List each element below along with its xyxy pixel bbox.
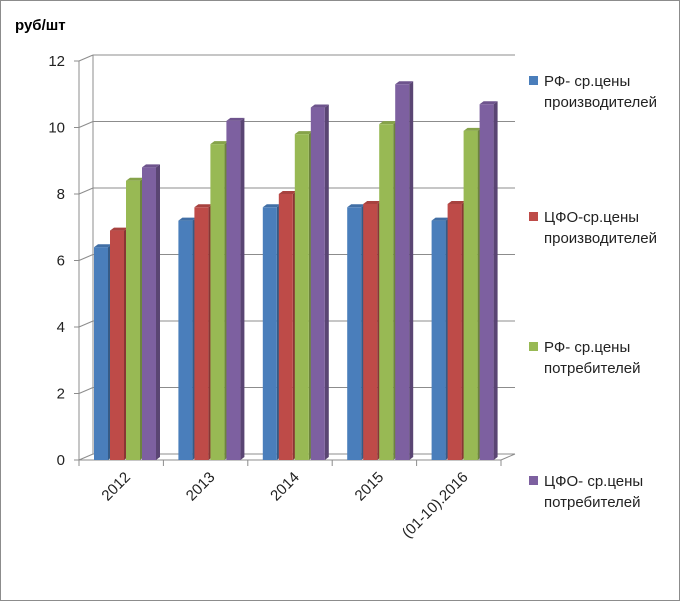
bar-top (431, 217, 450, 221)
bar (447, 203, 462, 460)
bar-top (395, 81, 414, 85)
x-tick-label: 2012 (98, 469, 134, 505)
floor-edge (500, 453, 516, 461)
bar (363, 203, 378, 460)
bar (294, 134, 309, 460)
bar (278, 194, 293, 460)
y-axis-label: руб/шт (15, 17, 66, 34)
legend-label-line1: РФ- ср.цены (544, 339, 631, 356)
bar (262, 207, 277, 460)
bar (379, 124, 394, 461)
gridline-depth (78, 320, 94, 328)
gridline-depth (78, 121, 94, 128)
bar-side (409, 81, 414, 461)
bar (94, 247, 108, 460)
bar (347, 207, 362, 460)
gridline-depth (78, 453, 94, 461)
legend-label-line2: производителей (544, 230, 658, 247)
legend-item-cfo-consumers: ЦФО- ср.цены потребителей (529, 471, 679, 513)
bar (479, 104, 494, 460)
bar-side (156, 164, 160, 460)
bar-top (363, 200, 382, 204)
bar (226, 120, 241, 460)
legend-item-cfo-producers: ЦФО-ср.цены производителей (529, 207, 679, 249)
y-tick-label: 2 (57, 386, 65, 403)
bar-top (479, 101, 498, 105)
bar-top (463, 127, 482, 131)
bar-side (324, 104, 329, 461)
legend-label-line2: производителей (544, 94, 658, 111)
y-tick-label: 4 (57, 319, 65, 336)
gridline-depth (78, 387, 94, 394)
gridline-depth (78, 254, 94, 261)
y-tick-label: 10 (48, 120, 65, 137)
x-tick-label: 2014 (267, 469, 303, 505)
bar-top (447, 200, 466, 204)
bar (178, 220, 193, 460)
bar (431, 220, 446, 460)
legend-label-line1: РФ- ср.цены (544, 73, 631, 90)
legend-item-rf-producers: РФ- ср.цены производителей (529, 71, 679, 113)
bar-side (240, 117, 245, 460)
bar-top (142, 164, 160, 168)
bar (142, 167, 156, 460)
legend-item-rf-consumers: РФ- ср.цены потребителей (529, 337, 679, 379)
bar (310, 107, 325, 461)
legend-swatch (529, 476, 538, 485)
bar-top (126, 177, 144, 181)
y-tick-label: 8 (57, 186, 65, 203)
bar-top (94, 244, 112, 248)
x-tick-label: 2013 (183, 469, 219, 505)
legend-label-line1: ЦФО-ср.цены (544, 209, 640, 226)
legend-swatch (529, 212, 538, 221)
bar (194, 207, 209, 460)
bar (126, 180, 140, 460)
legend-label-line2: потребителей (544, 360, 641, 377)
bar-top (294, 131, 313, 135)
y-tick-label: 12 (48, 53, 65, 70)
legend-label-line2: потребителей (544, 494, 641, 511)
legend-swatch (529, 76, 538, 85)
bar-top (110, 227, 128, 231)
bar-top (178, 217, 197, 221)
bar-top (194, 204, 213, 208)
bar-top (210, 141, 229, 145)
bar-top (262, 204, 281, 208)
y-tick-label: 0 (57, 452, 65, 469)
bar (110, 230, 124, 460)
bar-top (278, 191, 297, 194)
gridline-depth (78, 54, 94, 62)
bar-top (379, 121, 398, 125)
x-tick-label: 2015 (352, 469, 388, 505)
bar (210, 144, 225, 460)
bar-top (310, 104, 329, 108)
bar-side (493, 101, 498, 460)
bar-top (347, 204, 366, 208)
y-tick-label: 6 (57, 253, 65, 270)
x-tick-label: (01-10).2016 (399, 469, 472, 542)
bar-top (226, 117, 245, 121)
legend-label-line1: ЦФО- ср.цены (544, 473, 644, 490)
legend-swatch (529, 342, 538, 351)
bar (463, 130, 478, 460)
bar (395, 84, 410, 461)
gridline-depth (78, 187, 94, 195)
